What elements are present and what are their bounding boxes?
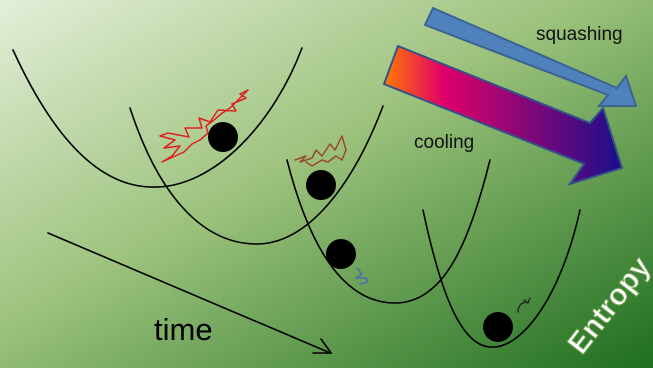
time-arrow — [47, 232, 329, 353]
ball-warm — [306, 170, 336, 200]
squashing-label: squashing — [536, 24, 623, 45]
cooling-arrow — [382, 44, 624, 186]
ball-cool — [326, 239, 356, 269]
ball-hot — [208, 122, 238, 152]
time-label: time — [154, 312, 213, 347]
squiggle-hot — [159, 89, 249, 163]
cooling-label: cooling — [414, 132, 474, 153]
squiggle-cold — [517, 297, 531, 313]
potential-well-1 — [12, 47, 303, 188]
ball-cold — [483, 312, 513, 342]
squiggle-cool — [355, 267, 369, 285]
potential-well-4 — [422, 209, 581, 348]
potential-well-3 — [286, 159, 491, 304]
squiggle-warm — [294, 135, 347, 167]
potential-well-2 — [129, 105, 384, 245]
squashing-arrow — [423, 6, 638, 107]
time-arrowhead — [312, 338, 333, 354]
